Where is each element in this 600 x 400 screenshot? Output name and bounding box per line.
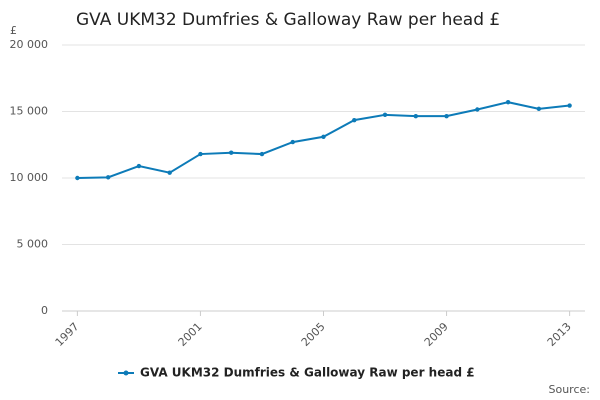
data-point xyxy=(105,175,111,180)
data-point xyxy=(259,151,265,157)
series-line xyxy=(77,101,570,179)
data-point xyxy=(167,170,172,175)
data-point xyxy=(198,151,203,157)
data-point xyxy=(290,139,295,145)
source: Source: xyxy=(549,383,591,396)
data-point xyxy=(321,134,326,139)
data-point xyxy=(352,117,357,123)
data-point xyxy=(136,163,142,169)
data-point xyxy=(475,107,480,112)
y-tick-label: 5 000 xyxy=(17,238,49,251)
y-tick-label: 10 000 xyxy=(10,171,49,184)
chart-title: GVA UKM32 Dumfries & Galloway Raw per he… xyxy=(76,10,500,30)
x-tick-label: 1997 xyxy=(53,320,82,349)
y-tick-label: 15 000 xyxy=(10,105,49,118)
data-point xyxy=(567,103,572,108)
x-tick-label: 2013 xyxy=(545,320,574,349)
data-point xyxy=(413,113,418,119)
data-point xyxy=(75,175,80,181)
data-point xyxy=(536,106,542,112)
data-point xyxy=(505,99,511,105)
y-axis-label: £ xyxy=(10,24,17,37)
data-point xyxy=(444,113,449,119)
x-tick-label: 2005 xyxy=(299,320,328,349)
y-tick-label: 20 000 xyxy=(10,38,49,51)
data-point xyxy=(382,112,388,118)
legend-label: GVA UKM32 Dumfries & Galloway Raw per he… xyxy=(140,366,475,380)
y-tick-label: 0 xyxy=(41,304,48,317)
legend-marker xyxy=(123,370,129,376)
data-point xyxy=(229,150,234,155)
x-tick-label: 2009 xyxy=(422,320,451,349)
x-tick-label: 2001 xyxy=(176,320,205,349)
